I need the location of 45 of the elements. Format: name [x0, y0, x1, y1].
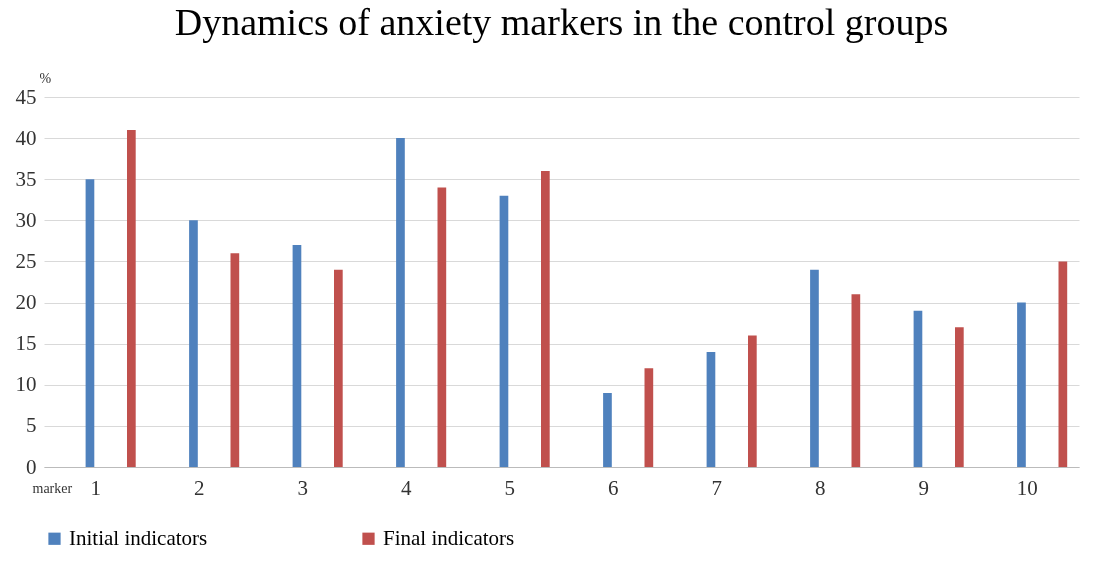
bar: [1017, 302, 1026, 467]
bar: [85, 179, 95, 467]
y-tick-label: 40: [15, 125, 37, 150]
x-tick-label: 8: [815, 475, 826, 500]
bar: [851, 294, 861, 467]
x-tick-label: 1: [90, 475, 101, 500]
bar: [499, 195, 509, 467]
legend-label: Initial indicators: [69, 525, 208, 550]
bar: [748, 335, 757, 467]
y-tick-label: 30: [15, 207, 37, 232]
bar: [396, 138, 405, 467]
y-tick-label: 25: [15, 248, 37, 273]
bar: [706, 351, 716, 467]
bar: [955, 327, 964, 467]
x-tick-label: 9: [918, 475, 929, 500]
chart-title: Dynamics of anxiety markers in the control groups: [174, 1, 949, 43]
y-tick-label: 15: [15, 331, 37, 356]
y-axis-title: %: [39, 70, 52, 86]
legend-label: Final indicators: [383, 525, 515, 550]
y-tick-label: 10: [15, 372, 37, 397]
x-tick-label: 6: [608, 475, 619, 500]
y-tick-label: 0: [26, 454, 37, 479]
y-tick-label: 20: [15, 290, 37, 315]
bar: [189, 220, 198, 467]
x-axis-title: marker: [32, 480, 73, 496]
bar: [644, 368, 654, 467]
bar: [1058, 261, 1068, 467]
bar: [334, 269, 343, 467]
y-tick-label: 35: [15, 166, 37, 191]
x-tick-label: 7: [711, 475, 722, 500]
bar: [127, 129, 136, 467]
y-tick-label: 45: [15, 84, 37, 109]
bar: [810, 269, 819, 467]
bar: [603, 393, 612, 467]
bar: [913, 310, 923, 467]
bar: [292, 245, 302, 467]
bar: [230, 253, 240, 467]
x-tick-label: 4: [401, 475, 412, 500]
x-tick-label: 2: [194, 475, 205, 500]
bar: [541, 171, 550, 467]
x-tick-label: 10: [1016, 475, 1038, 500]
y-tick-label: 5: [26, 413, 37, 438]
x-tick-label: 3: [297, 475, 308, 500]
bar: [437, 187, 447, 467]
x-tick-label: 5: [504, 475, 515, 500]
